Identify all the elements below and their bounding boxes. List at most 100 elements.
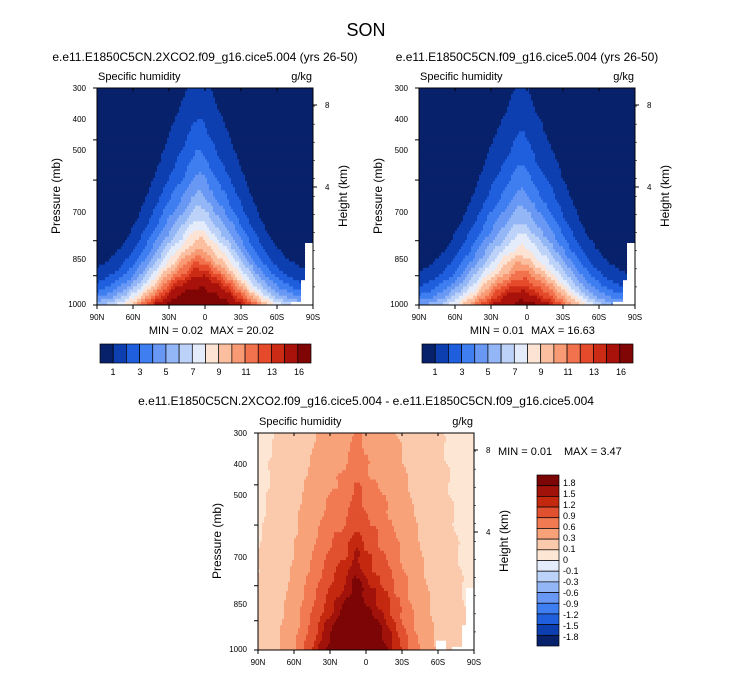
contour-cell	[157, 187, 160, 191]
contour-cell	[119, 230, 122, 235]
contour-cell	[131, 224, 134, 229]
contour-cell	[273, 224, 276, 229]
contour-cell	[157, 196, 160, 201]
contour-cell	[151, 218, 154, 222]
contour-cell	[305, 109, 308, 114]
contour-cell	[295, 94, 298, 98]
contour-cell	[275, 106, 278, 111]
contour-cell	[213, 106, 216, 111]
contour-cell	[155, 125, 158, 129]
contour-cell	[309, 156, 312, 160]
contour-cell	[157, 97, 160, 101]
contour-cell	[189, 115, 192, 120]
contour-cell	[241, 193, 244, 198]
contour-cell	[103, 137, 106, 142]
contour-cell	[207, 131, 210, 136]
contour-cell	[117, 153, 120, 157]
contour-cell	[215, 190, 218, 194]
contour-cell	[301, 171, 304, 176]
contour-cell	[143, 165, 146, 170]
contour-cell	[165, 146, 168, 151]
contour-cell	[243, 215, 246, 219]
contour-cell	[229, 159, 232, 163]
contour-cell	[261, 221, 264, 225]
contour-cell	[279, 143, 282, 148]
contour-cell	[217, 103, 220, 108]
contour-cell	[273, 150, 276, 154]
contour-cell	[305, 97, 308, 101]
contour-cell	[269, 150, 272, 154]
contour-cell	[209, 208, 212, 213]
contour-cell	[303, 162, 306, 167]
contour-cell	[203, 202, 206, 207]
contour-cell	[277, 143, 280, 148]
contour-cell	[181, 196, 184, 201]
contour-cell	[195, 119, 198, 123]
contour-cell	[123, 181, 126, 185]
contour-cell	[157, 227, 160, 232]
contour-cell	[239, 202, 242, 207]
contour-cell	[195, 134, 198, 139]
contour-cell	[247, 128, 250, 132]
contour-cell	[151, 88, 154, 92]
contour-cell	[229, 184, 232, 188]
contour-cell	[149, 221, 152, 225]
contour-cell	[159, 165, 162, 170]
contour-cell	[175, 128, 178, 132]
contour-cell	[167, 177, 170, 182]
contour-cell	[255, 208, 258, 213]
contour-cell	[133, 115, 136, 120]
contour-cell	[289, 115, 292, 120]
contour-cell	[115, 184, 118, 188]
contour-cell	[269, 125, 272, 129]
contour-cell	[279, 218, 282, 222]
contour-cell	[275, 153, 278, 157]
contour-cell	[199, 153, 202, 157]
contour-cell	[115, 115, 118, 120]
contour-cell	[283, 221, 286, 225]
contour-cell	[311, 128, 313, 132]
contour-cell	[227, 88, 230, 92]
contour-cell	[223, 212, 226, 216]
contour-cell	[141, 215, 144, 219]
contour-cell	[139, 112, 142, 117]
contour-cell	[237, 156, 240, 160]
contour-cell	[271, 215, 274, 219]
contour-cell	[103, 134, 106, 139]
contour-cell	[157, 181, 160, 185]
contour-cell	[243, 218, 246, 222]
contour-cell	[137, 94, 140, 98]
contour-cell	[273, 171, 276, 176]
contour-cell	[235, 106, 238, 111]
contour-cell	[205, 122, 208, 126]
contour-cell	[241, 125, 244, 129]
contour-cell	[245, 205, 248, 210]
contour-cell	[203, 174, 206, 179]
contour-cell	[221, 168, 224, 173]
contour-cell	[229, 119, 232, 123]
contour-cell	[295, 106, 298, 111]
contour-cell	[133, 134, 136, 139]
contour-cell	[127, 168, 130, 173]
contour-cell	[165, 103, 168, 108]
contour-cell	[125, 171, 128, 176]
contour-cell	[199, 134, 202, 139]
contour-cell	[97, 224, 100, 229]
contour-cell	[245, 97, 248, 101]
contour-cell	[193, 208, 196, 213]
contour-cell	[139, 122, 142, 126]
contour-cell	[121, 208, 124, 213]
contour-cell	[227, 109, 230, 114]
contour-cell	[143, 190, 146, 194]
contour-cell	[225, 205, 228, 210]
contour-cell	[201, 103, 204, 108]
contour-cell	[145, 103, 148, 108]
contour-cell	[261, 181, 264, 185]
contour-cell	[127, 156, 130, 160]
contour-cell	[171, 205, 174, 210]
contour-cell	[257, 143, 260, 148]
contour-cell	[245, 140, 248, 145]
contour-cell	[211, 125, 214, 129]
contour-cell	[205, 181, 208, 185]
contour-cell	[307, 134, 310, 139]
